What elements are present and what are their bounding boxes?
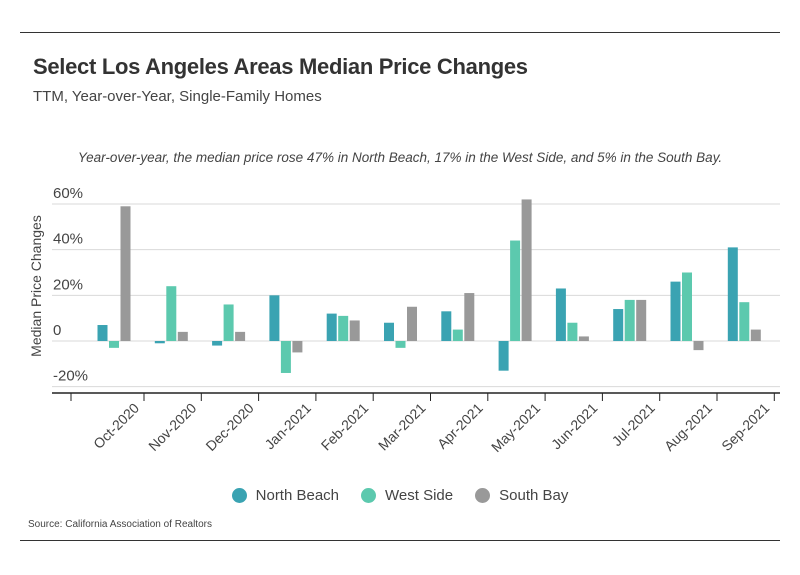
legend-item: South Bay xyxy=(475,487,568,504)
bar xyxy=(280,341,291,373)
bar xyxy=(750,329,761,341)
x-tick-label: Jun-2021 xyxy=(548,400,601,453)
bar xyxy=(498,341,509,371)
bar xyxy=(338,315,349,341)
x-tick-label: Jan-2021 xyxy=(261,400,314,453)
bar xyxy=(154,341,165,344)
bar xyxy=(177,331,188,341)
y-tick-label: -20% xyxy=(53,368,88,385)
chart-annotation: Year-over-year, the median price rose 47… xyxy=(77,150,723,165)
y-axis-label: Median Price Changes xyxy=(28,215,44,357)
legend-label: North Beach xyxy=(255,487,340,504)
bar xyxy=(235,331,246,341)
bar xyxy=(269,295,280,341)
bar xyxy=(555,288,566,341)
chart-legend: North Beach West Side South Bay xyxy=(0,487,800,507)
bar xyxy=(384,322,394,341)
legend-label: West Side xyxy=(385,487,454,504)
bar xyxy=(578,336,589,341)
bar xyxy=(120,206,131,341)
source-note: Source: California Association of Realto… xyxy=(28,519,212,530)
legend-item: West Side xyxy=(361,487,453,504)
y-tick-label: 60% xyxy=(53,185,83,202)
x-tick-label: Aug-2021 xyxy=(661,400,715,454)
bar xyxy=(326,313,337,341)
chart-title: Select Los Angeles Areas Median Price Ch… xyxy=(33,54,528,79)
bar xyxy=(452,329,463,341)
bar xyxy=(407,306,417,341)
bar xyxy=(727,247,738,341)
bar xyxy=(109,341,119,348)
legend-swatch xyxy=(231,488,247,503)
x-tick-label: Apr-2021 xyxy=(434,400,486,452)
y-tick-label: 40% xyxy=(53,231,83,248)
x-tick-label: May-2021 xyxy=(488,400,543,455)
bar xyxy=(567,322,578,341)
bar xyxy=(739,302,750,341)
bottom-rule xyxy=(20,540,780,541)
x-tick-label: Oct-2020 xyxy=(90,400,142,452)
bar xyxy=(693,341,704,351)
bar xyxy=(521,199,532,341)
bar xyxy=(441,311,452,341)
bar xyxy=(624,299,635,341)
legend-label: South Bay xyxy=(499,487,569,504)
bar xyxy=(349,320,360,341)
chart-subtitle: TTM, Year-over-Year, Single-Family Homes xyxy=(33,88,322,105)
x-tick-label: Dec-2020 xyxy=(202,400,256,454)
legend-swatch xyxy=(361,488,377,503)
legend-item: North Beach xyxy=(231,487,340,504)
bar xyxy=(682,272,692,341)
x-tick-label: Jul-2021 xyxy=(609,400,658,449)
bar xyxy=(636,299,647,341)
bar xyxy=(212,341,223,346)
legend-swatch xyxy=(475,488,491,503)
x-tick-label: Feb-2021 xyxy=(318,400,372,454)
bar xyxy=(166,286,177,341)
bar xyxy=(613,309,624,341)
bar-chart: -20% 0 20% 40% 60% Median Price Changes Oct-20… xyxy=(28,185,780,455)
bar xyxy=(223,304,234,341)
x-tick-label: Mar-2021 xyxy=(375,400,429,454)
bar xyxy=(292,341,303,353)
top-rule xyxy=(20,32,780,33)
bar xyxy=(670,281,681,341)
bar xyxy=(510,240,521,341)
bar xyxy=(97,325,108,341)
y-tick-label: 0 xyxy=(53,322,61,339)
x-tick-label: Sep-2021 xyxy=(718,400,772,454)
bar xyxy=(395,341,406,348)
x-tick-label: Nov-2020 xyxy=(145,400,199,454)
bar xyxy=(464,293,475,341)
y-tick-label: 20% xyxy=(53,276,83,293)
